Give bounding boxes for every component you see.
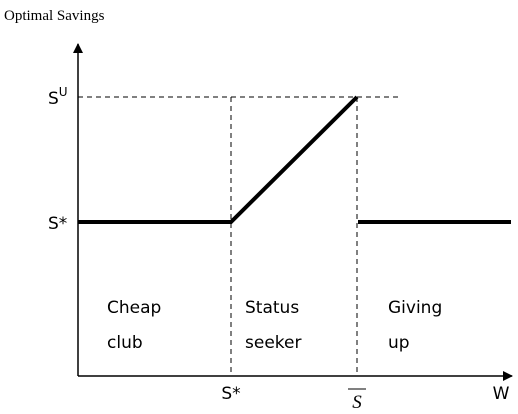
region-label: up [388,333,410,353]
savings-curve [78,95,359,224]
y-label-base: S [48,89,59,109]
guides [78,96,400,376]
x-label: S* [221,384,240,404]
regions: Cheap club Status seeker Giving up [107,298,442,353]
region-label: Status [245,298,299,318]
y-label-sup: U [59,85,68,99]
region-label: club [107,333,143,353]
region-label: Cheap [107,298,161,318]
x-label: S [352,392,362,413]
region-label: Giving [388,298,442,318]
x-label: W [493,384,510,404]
axis-title: Optimal Savings [4,8,105,24]
y-label: SU [48,85,68,109]
y-label: S* [48,214,67,234]
region-label: seeker [245,333,301,353]
